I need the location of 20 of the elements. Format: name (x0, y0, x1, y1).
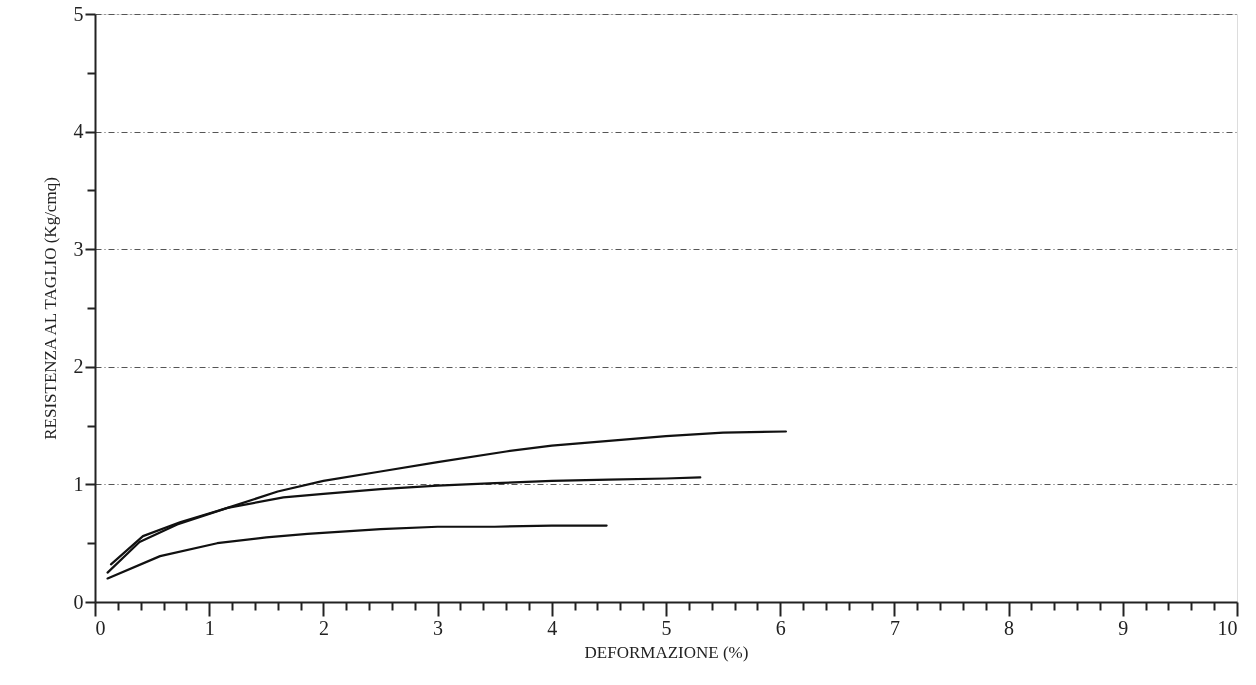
x-tick-label: 7 (889, 616, 900, 639)
x-tick-label: 2 (318, 616, 329, 639)
x-tick-label: 4 (547, 616, 558, 639)
x-tick-label: 0 (95, 616, 106, 639)
y-tick-label: 1 (73, 472, 84, 495)
y-tick-label: 0 (73, 590, 84, 613)
line-series (106, 524, 608, 580)
y-axis-title: RESISTENZA AL TAGLIO (Kg/cmq) (40, 177, 60, 440)
x-tick-label: 8 (1004, 616, 1015, 639)
y-tick-label: 4 (73, 120, 84, 143)
x-tick-label: 6 (775, 616, 786, 639)
y-tick-label: 2 (73, 355, 84, 378)
x-tick-label: 10 (1217, 616, 1238, 639)
x-axis-title: DEFORMAZIONE (%) (584, 642, 749, 662)
x-tick-label: 9 (1118, 616, 1129, 639)
y-tick-label: 3 (73, 237, 84, 260)
y-tick-label: 5 (73, 2, 84, 25)
x-tick-label: 5 (661, 616, 672, 639)
x-tick-label: 3 (433, 616, 444, 639)
x-tick-label: 1 (204, 616, 215, 639)
